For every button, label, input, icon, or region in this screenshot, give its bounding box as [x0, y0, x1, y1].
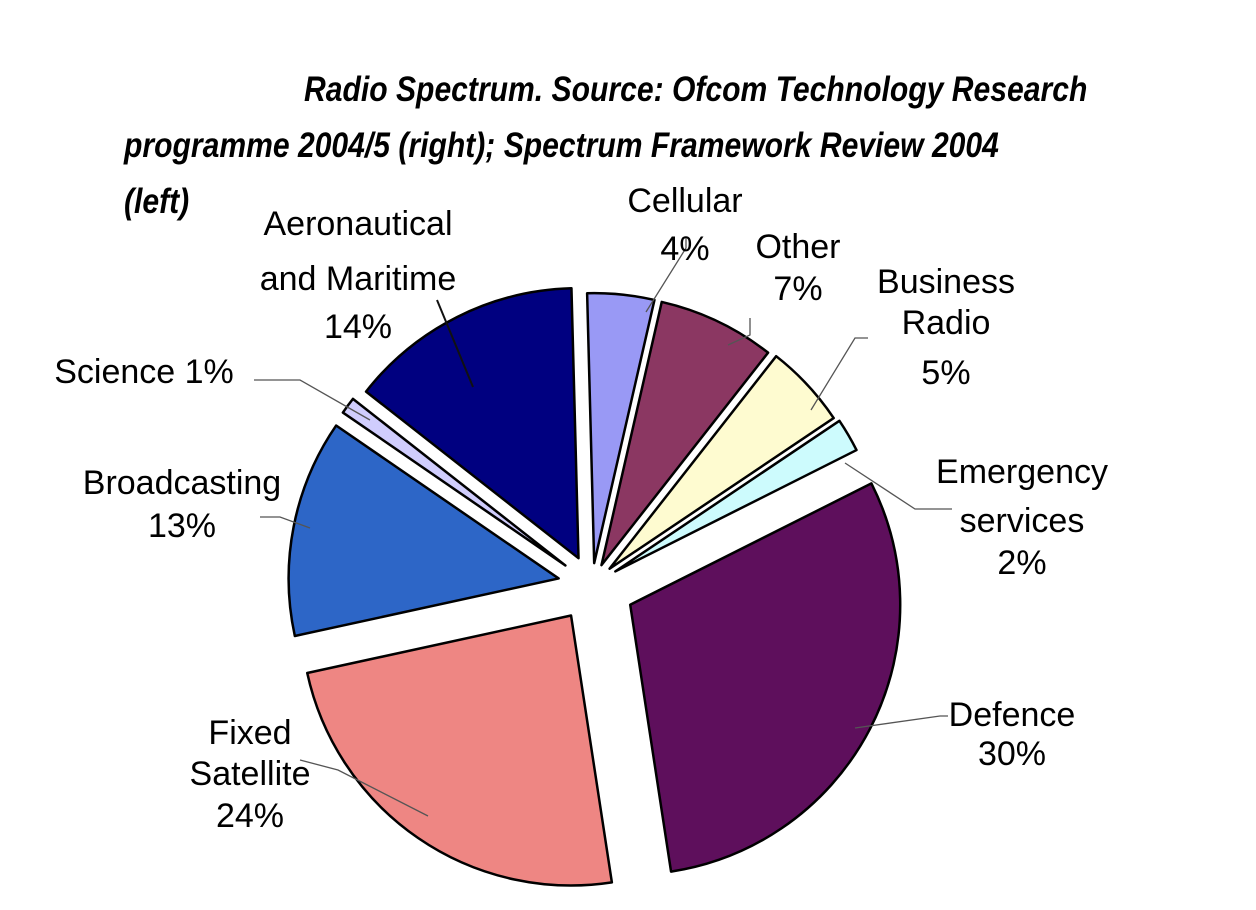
slice-label-fixed-satellite-line2: Satellite	[190, 755, 311, 793]
leader-line-emergency-services	[844, 462, 952, 510]
pie-slice-business-radio	[608, 354, 835, 570]
pie-slice-cellular	[585, 291, 656, 565]
chart-title-line-1: Radio Spectrum. Source: Ofcom Technology…	[304, 70, 1088, 109]
slice-label-defence: Defence	[949, 696, 1076, 734]
slice-value-business-radio: 5%	[921, 354, 970, 392]
chart-title-line-3: (left)	[124, 182, 190, 221]
slice-value-emergency-services: 2%	[997, 544, 1046, 582]
chart-title-line-2: programme 2004/5 (right); Spectrum Frame…	[124, 126, 999, 165]
slice-label-cellular: Cellular	[627, 182, 742, 220]
slice-value-broadcasting: 13%	[148, 507, 216, 545]
slice-label-science: Science 1%	[54, 353, 234, 391]
pie-slice-aeronautical-and-maritime	[364, 287, 580, 560]
slice-label-aeronautical-and-maritime-line2: and Maritime	[260, 260, 457, 298]
slice-label-other: Other	[755, 228, 840, 266]
leader-line-defence	[854, 715, 948, 729]
leader-line-business-radio	[810, 337, 868, 411]
leader-line-other	[727, 318, 751, 346]
leader-line-broadcasting	[260, 516, 311, 529]
leader-line-fixed-satellite	[299, 759, 429, 817]
pie-slice-broadcasting	[287, 424, 560, 638]
pie-slice-science	[341, 397, 567, 567]
slice-value-cellular: 4%	[660, 230, 709, 268]
pie-slice-other	[600, 300, 770, 567]
slice-label-emergency-services-line2: services	[960, 502, 1085, 540]
pie-slice-emergency-services	[614, 419, 858, 573]
slice-label-business-radio-line2: Radio	[902, 304, 991, 342]
slice-value-other: 7%	[773, 270, 822, 308]
slice-label-fixed-satellite: Fixed	[208, 714, 291, 752]
slice-value-defence: 30%	[978, 735, 1046, 773]
slice-label-aeronautical-and-maritime: Aeronautical	[263, 205, 452, 243]
slice-value-aeronautical-and-maritime: 14%	[324, 308, 392, 346]
slice-label-emergency-services: Emergency	[936, 453, 1108, 491]
slice-label-broadcasting: Broadcasting	[83, 464, 281, 502]
leader-line-cellular	[645, 238, 687, 313]
slice-value-fixed-satellite: 24%	[216, 797, 284, 835]
slice-label-business-radio: Business	[877, 263, 1015, 301]
pie-slice-fixed-satellite	[305, 614, 614, 887]
leader-line-science	[254, 379, 371, 421]
pie-slice-defence	[628, 482, 902, 873]
leader-line-aeronautical-and-maritime	[436, 299, 474, 388]
